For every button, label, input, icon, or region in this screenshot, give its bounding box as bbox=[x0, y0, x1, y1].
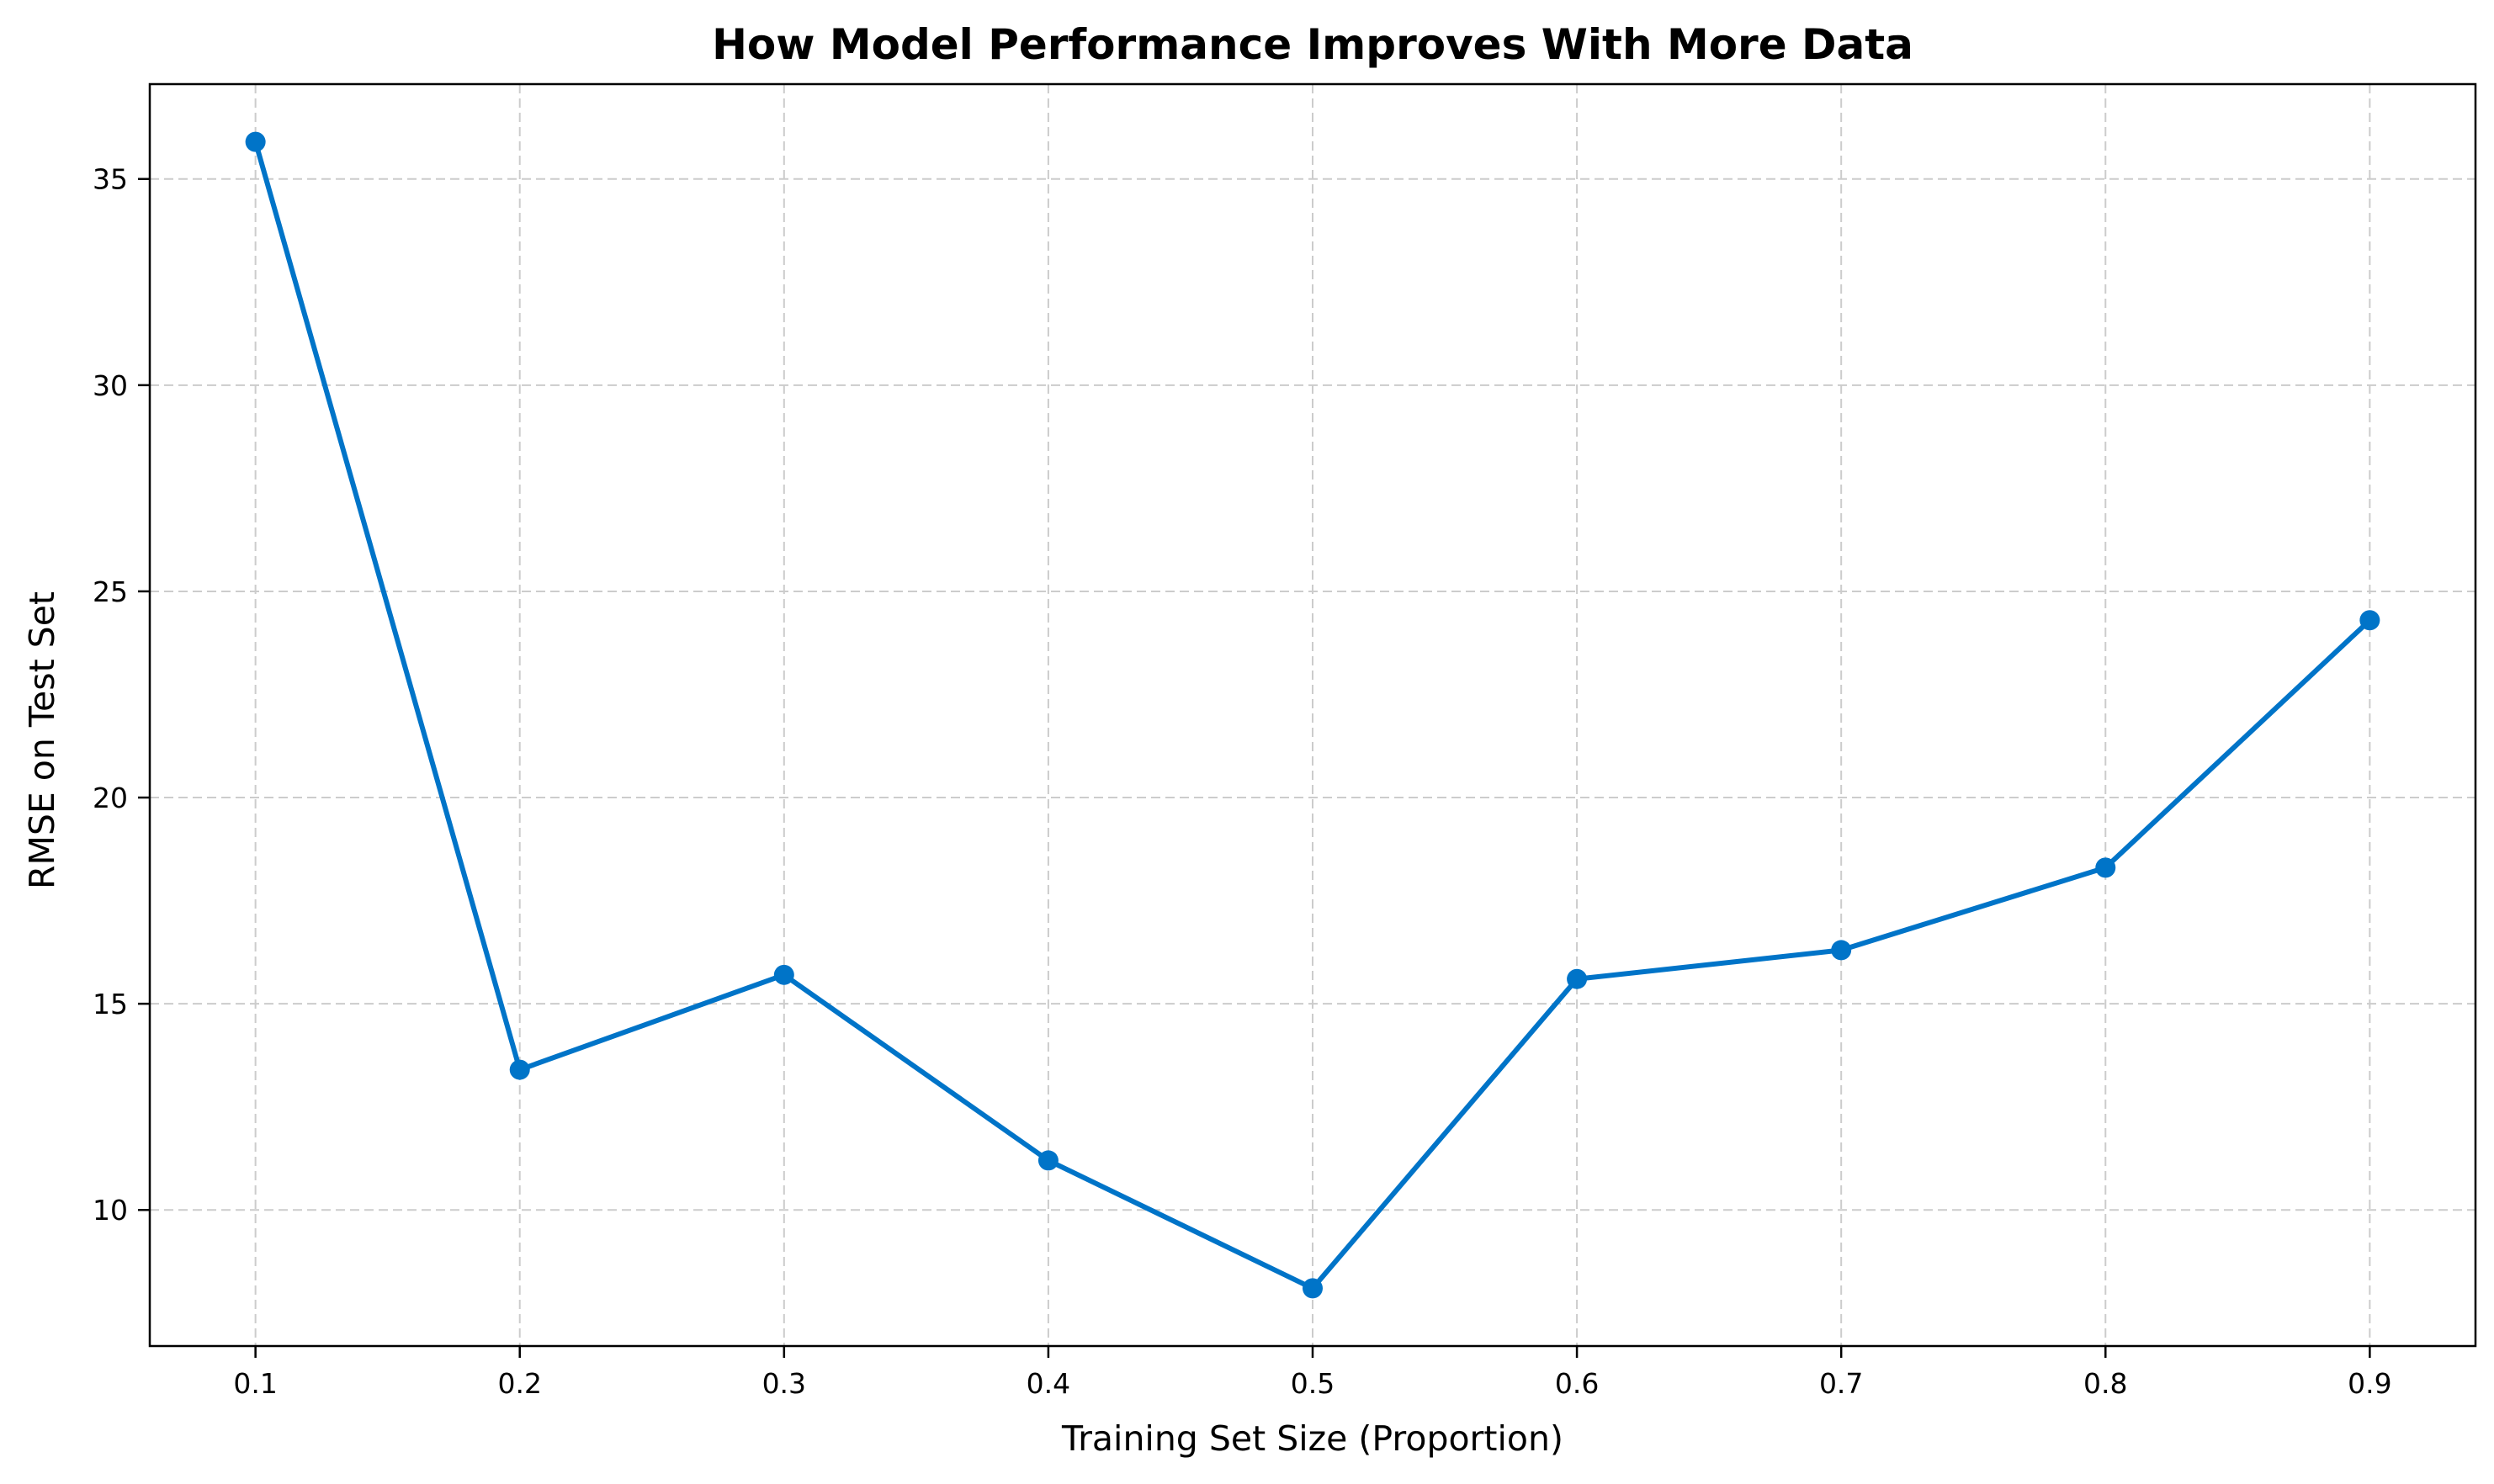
x-tick-label: 0.2 bbox=[497, 1367, 541, 1400]
data-point bbox=[773, 964, 794, 985]
y-tick-label: 35 bbox=[93, 163, 128, 196]
x-tick-label: 0.1 bbox=[233, 1367, 277, 1400]
x-tick-label: 0.9 bbox=[2348, 1367, 2391, 1400]
y-axis-label: RMSE on Test Set bbox=[22, 591, 62, 889]
data-point bbox=[245, 131, 266, 152]
data-point bbox=[1567, 968, 1588, 989]
x-tick-label: 0.7 bbox=[1819, 1367, 1863, 1400]
grid bbox=[150, 84, 2475, 1346]
y-tick-label: 10 bbox=[93, 1194, 128, 1227]
data-point bbox=[2095, 857, 2116, 878]
x-tick-label: 0.6 bbox=[1555, 1367, 1599, 1400]
y-tick-label: 30 bbox=[93, 369, 128, 402]
chart-title: How Model Performance Improves With More… bbox=[712, 20, 1913, 69]
data-point bbox=[1303, 1278, 1323, 1299]
data-point bbox=[1037, 1150, 1059, 1171]
x-axis-label: Training Set Size (Proportion) bbox=[1061, 1418, 1563, 1459]
series-layer bbox=[245, 131, 2380, 1299]
y-tick-label: 25 bbox=[93, 575, 128, 608]
y-tick-label: 20 bbox=[93, 782, 128, 814]
x-tick-label: 0.8 bbox=[2083, 1367, 2127, 1400]
x-tick-label: 0.5 bbox=[1291, 1367, 1335, 1400]
data-point bbox=[509, 1059, 530, 1080]
y-tick-label: 15 bbox=[93, 988, 128, 1020]
data-point bbox=[1831, 940, 1852, 961]
data-point bbox=[2359, 610, 2380, 631]
x-tick-label: 0.4 bbox=[1027, 1367, 1070, 1400]
x-axis: 0.1 0.2 0.3 0.4 0.5 0.6 0.7 0.8 0.9 bbox=[233, 1346, 2392, 1400]
y-axis: 10 15 20 25 30 35 bbox=[93, 163, 150, 1227]
x-tick-label: 0.3 bbox=[762, 1367, 806, 1400]
